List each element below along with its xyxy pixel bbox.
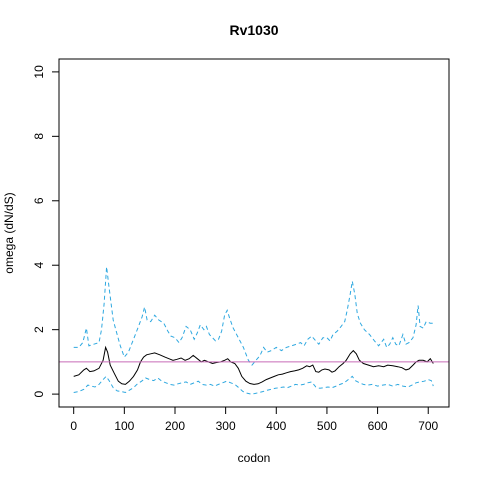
- y-tick-label: 2: [32, 326, 46, 333]
- x-axis-label: codon: [238, 451, 271, 465]
- x-tick-label: 700: [418, 419, 438, 433]
- y-tick-label: 4: [32, 262, 46, 269]
- series-line-lower: [73, 375, 434, 395]
- x-tick-label: 400: [266, 419, 286, 433]
- x-tick-label: 600: [368, 419, 388, 433]
- x-tick-label: 300: [216, 419, 236, 433]
- y-axis-label: omega (dN/dS): [2, 192, 16, 273]
- y-tick-label: 8: [32, 133, 46, 140]
- chart-title: Rv1030: [229, 22, 278, 38]
- series-line-estimate: [73, 345, 434, 385]
- x-tick-label: 0: [70, 419, 77, 433]
- series-line-upper: [73, 266, 434, 366]
- x-tick-label: 100: [114, 419, 134, 433]
- y-tick-label: 0: [32, 390, 46, 397]
- y-tick-label: 6: [32, 197, 46, 204]
- y-axis: 0 2 4 6 8 10: [32, 65, 60, 397]
- plot-content: [59, 266, 449, 395]
- x-tick-label: 500: [317, 419, 337, 433]
- x-tick-label: 200: [165, 419, 185, 433]
- y-tick-label: 10: [32, 65, 46, 79]
- x-axis: 0 100 200 300 400 500 600 700: [70, 406, 439, 433]
